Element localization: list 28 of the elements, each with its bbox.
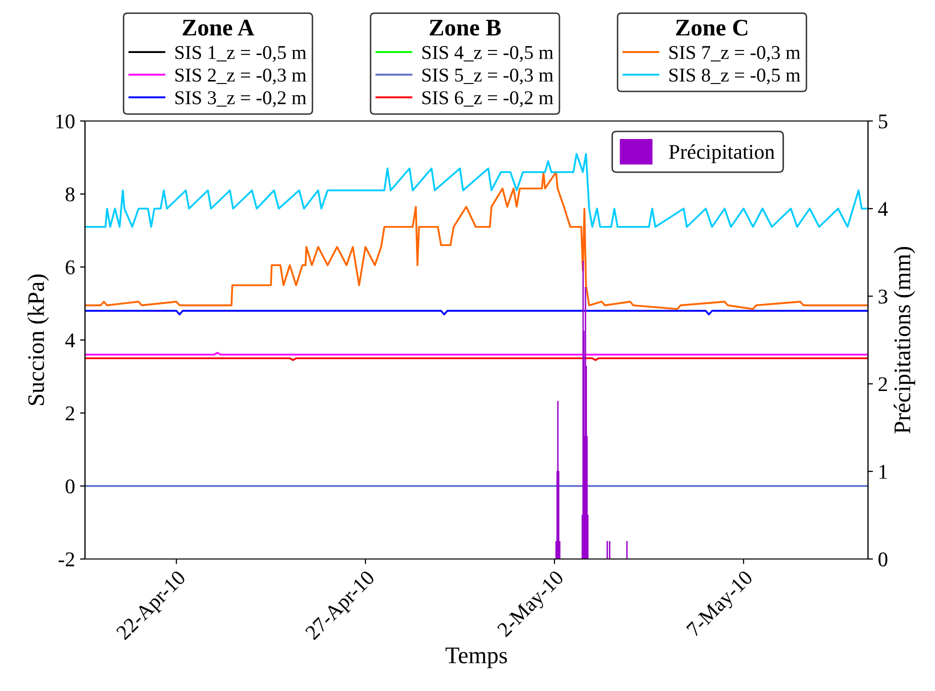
legend-label: SIS 8_z = -0,5 m [669, 68, 800, 84]
legend-label: SIS 5_z = -0,3 m [422, 68, 554, 84]
y-tick-label: 8 [66, 187, 74, 202]
y-tick-label: -2 [58, 552, 74, 566]
y2-tick-label: 3 [878, 290, 888, 304]
y2-tick-label: 5 [878, 114, 888, 128]
y-tick-label: 2 [66, 406, 74, 420]
y2-tick-label: 2 [878, 377, 887, 392]
y2-tick-label: 1 [880, 464, 887, 479]
legend-label: SIS 1_z = -0,5 m [175, 46, 306, 62]
y-axis-title: Succion (kPa) [27, 274, 49, 405]
y2-tick-label: 4 [878, 202, 888, 216]
legend-label: SIS 2_z = -0,3 m [175, 68, 306, 84]
y-tick-label: 6 [66, 260, 75, 274]
y-tick-label: 10 [56, 114, 74, 128]
text: Zone A [182, 20, 254, 36]
legend-label: Précipitation [669, 144, 775, 164]
text: Zone C [676, 20, 748, 36]
y2-tick-label: 0 [878, 552, 888, 566]
text: Zone B [430, 20, 501, 36]
y-tick-label: 4 [65, 334, 75, 348]
legend-label: SIS 6_z = -0,2 m [422, 91, 554, 108]
legend-label: SIS 4_z = -0,5 m [422, 46, 554, 62]
legend-label: SIS 7_z = -0,3 m [669, 46, 800, 62]
x-axis-title: Temps [446, 648, 507, 668]
y-tick-label: 0 [66, 479, 74, 494]
legend-label: SIS 3_z = -0,2 m [175, 91, 306, 108]
y2-axis-title: Précipitations (mm) [894, 246, 916, 434]
